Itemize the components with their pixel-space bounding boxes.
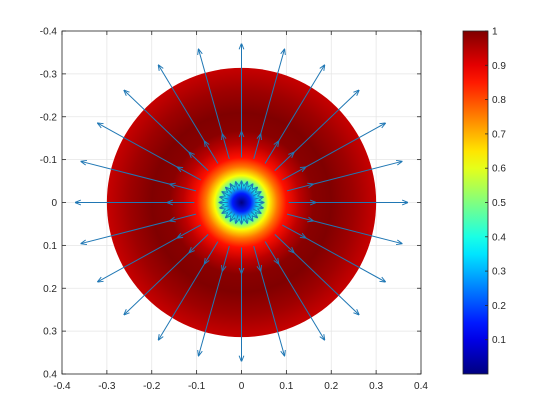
quiver-arrow xyxy=(189,233,209,252)
quiver-arrow xyxy=(274,152,294,172)
quiver-arrow xyxy=(310,219,402,243)
quiver-arrow xyxy=(291,90,359,155)
colorbar-ticks: 0.1 0.2 0.3 0.4 0.5 0.6 0.7 0.8 0.9 1 xyxy=(485,27,506,346)
quiver-arrow xyxy=(230,213,234,221)
quiver-arrow xyxy=(252,192,261,196)
quiver-arrow xyxy=(98,236,180,282)
field-disk xyxy=(106,67,377,338)
x-tick-label: 0.4 xyxy=(414,381,428,392)
quiver-arrow xyxy=(303,123,386,169)
quiver-arrows xyxy=(75,44,407,361)
quiver-arrow xyxy=(253,245,261,271)
x-tick-label: 0.3 xyxy=(369,381,383,392)
quiver-arrow xyxy=(282,224,305,238)
quiver-arrow xyxy=(170,184,197,192)
quiver-arrow xyxy=(189,152,209,172)
quiver-arrow xyxy=(254,197,264,199)
colorbar-tick-label: 0.2 xyxy=(492,301,506,312)
quiver-arrow xyxy=(253,134,261,160)
quiver-arrow xyxy=(98,123,180,169)
y-tick-label: -0.1 xyxy=(40,155,58,166)
quiver-arrow xyxy=(124,250,192,315)
quiver-arrow xyxy=(222,209,231,213)
quiver-arrow xyxy=(282,167,305,181)
y-axis-ticks: -0.4 -0.3 -0.2 -0.1 0 0.1 0.2 0.3 0.4 xyxy=(40,27,421,381)
quiver-arrow xyxy=(259,268,284,356)
quiver-arrow xyxy=(259,49,284,137)
colorbar-tick-label: 0.9 xyxy=(492,61,506,72)
y-tick-label: -0.3 xyxy=(40,69,58,80)
y-tick-label: 0.4 xyxy=(43,370,57,381)
quiver-arrow xyxy=(274,233,294,252)
quiver-arrow xyxy=(177,224,201,238)
y-tick-label: 0.3 xyxy=(43,327,57,338)
quiver-arrow xyxy=(276,261,324,340)
colorbar-tick-label: 0.1 xyxy=(492,335,506,346)
quiver-arrow xyxy=(177,167,201,181)
quiver-arrow xyxy=(248,184,252,192)
y-tick-label: -0.4 xyxy=(40,27,58,38)
quiver-arrow xyxy=(250,187,257,194)
quiver-arrow xyxy=(81,219,173,243)
quiver-arrow xyxy=(220,206,229,208)
quiver-arrow xyxy=(222,192,231,196)
quiver-arrow xyxy=(248,213,252,221)
x-tick-label: -0.4 xyxy=(53,381,71,392)
quiver-arrow xyxy=(236,214,238,223)
quiver-arrow xyxy=(204,241,219,263)
colorbar-tick-label: 0.7 xyxy=(492,129,506,140)
x-tick-label: 0.2 xyxy=(324,381,338,392)
quiver-arrow xyxy=(158,261,207,340)
x-tick-label: -0.3 xyxy=(98,381,116,392)
quiver-arrow xyxy=(245,214,247,223)
y-tick-label: 0.1 xyxy=(43,241,57,252)
quiver-arrow xyxy=(236,182,238,191)
colorbar-tick-label: 0.3 xyxy=(492,267,506,278)
quiver-arrow xyxy=(254,206,264,208)
y-tick-label: -0.2 xyxy=(40,112,58,123)
quiver-arrow xyxy=(303,236,386,282)
quiver-arrow xyxy=(199,49,224,137)
quiver-arrow xyxy=(245,182,247,191)
x-axis-ticks: -0.4 -0.3 -0.2 -0.1 0 0.1 0.2 0.3 0.4 xyxy=(53,31,428,392)
quiver-arrow xyxy=(158,65,207,144)
quiver-arrow xyxy=(222,245,230,271)
quiver-arrow xyxy=(81,161,173,186)
y-tick-label: 0.2 xyxy=(43,284,57,295)
quiver-arrow xyxy=(286,184,313,192)
colorbar-tick-label: 0.4 xyxy=(492,232,506,243)
quiver-arrow xyxy=(264,141,278,164)
x-tick-label: -0.1 xyxy=(188,381,206,392)
x-tick-label: 0.1 xyxy=(279,381,293,392)
quiver-arrow xyxy=(170,213,197,221)
quiver-arrow xyxy=(222,134,230,160)
quiver-arrow xyxy=(250,211,257,218)
colorbar-gradient xyxy=(463,31,488,374)
colorbar-tick-label: 1 xyxy=(492,27,498,38)
colorbar-tick-label: 0.8 xyxy=(492,95,506,106)
quiver-arrow xyxy=(220,197,229,199)
quiver-arrow xyxy=(286,213,313,221)
quiver-arrow xyxy=(199,268,224,356)
x-tick-label: -0.2 xyxy=(143,381,161,392)
colorbar-tick-label: 0.6 xyxy=(492,164,506,175)
quiver-arrow xyxy=(291,250,359,315)
colorbar-tick-label: 0.5 xyxy=(492,198,506,209)
x-tick-label: 0 xyxy=(239,381,245,392)
quiver-arrow xyxy=(264,241,278,263)
y-tick-label: 0 xyxy=(51,198,57,209)
quiver-arrow xyxy=(124,90,192,155)
quiver-arrow xyxy=(230,184,234,192)
quiver-arrow xyxy=(204,141,219,164)
quiver-arrow xyxy=(276,65,324,144)
quiver-arrow xyxy=(310,161,402,186)
quiver-arrow xyxy=(252,209,261,213)
plot-area: -0.4 -0.3 -0.2 -0.1 0 0.1 0.2 0.3 0.4 -0.4-0.3-0… xyxy=(40,27,429,393)
colorbar: 0.1 0.2 0.3 0.4 0.5 0.6 0.7 0.8 0.9 1 xyxy=(462,27,506,375)
quiver-arrow xyxy=(226,211,233,218)
quiver-arrow xyxy=(226,187,233,194)
